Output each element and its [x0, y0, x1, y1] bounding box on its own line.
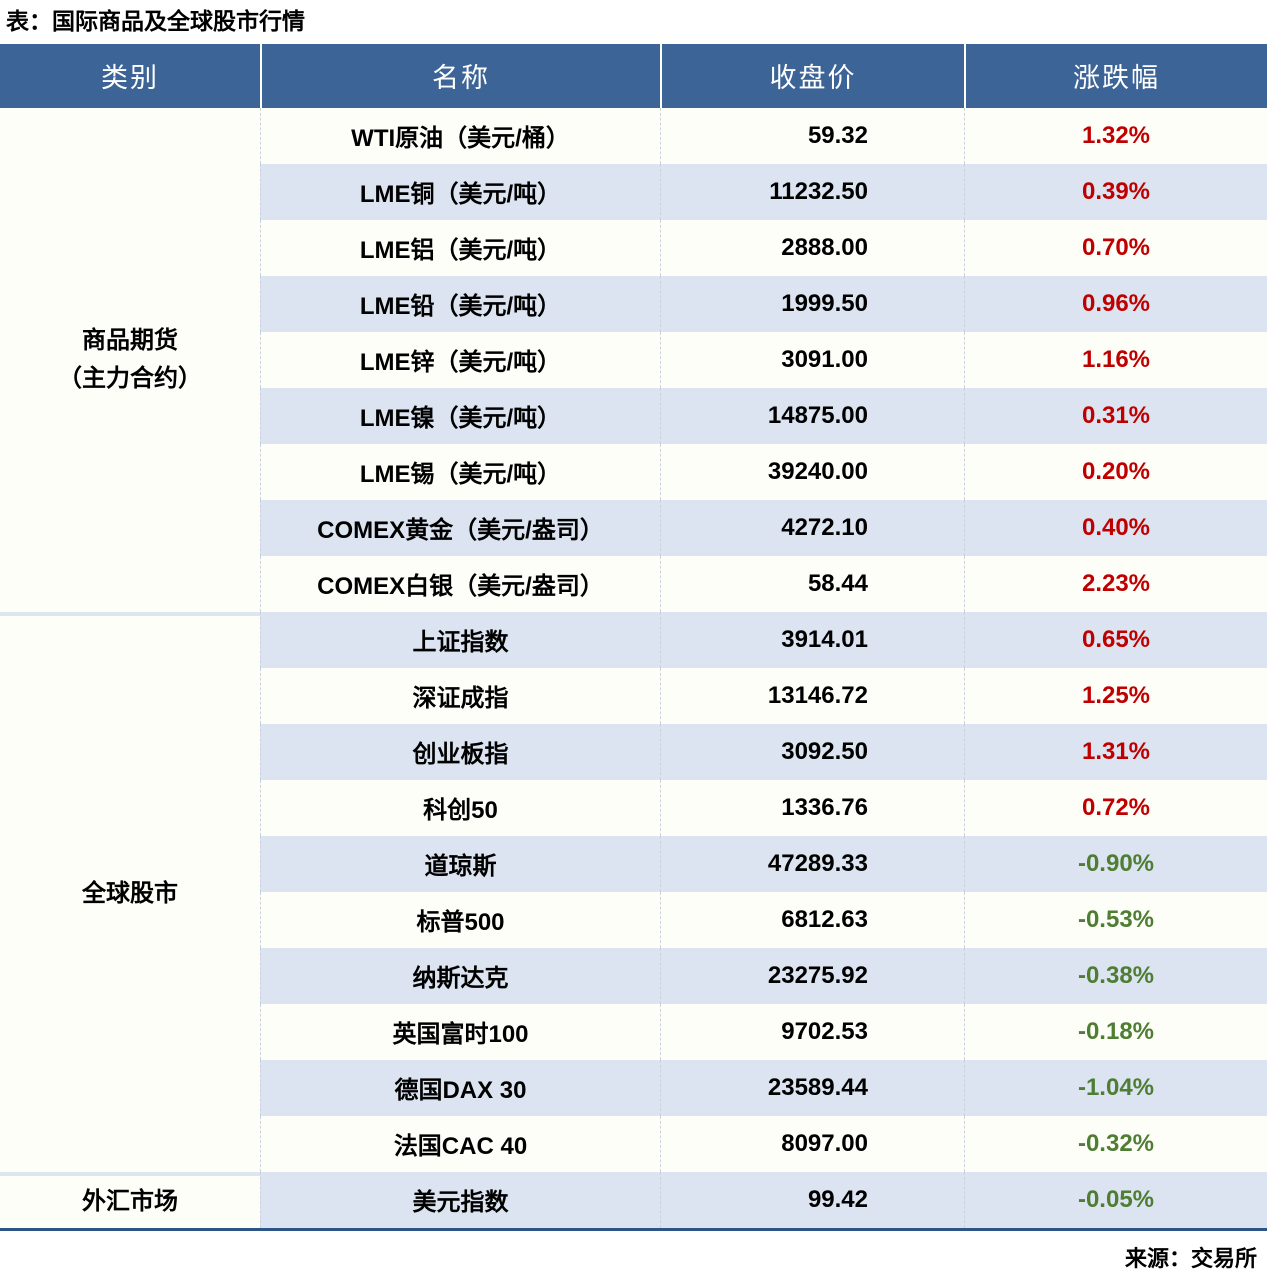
name-cell: 法国CAC 40 — [260, 1115, 660, 1172]
close-price-cell: 3914.01 — [660, 611, 964, 668]
change-percent-cell: -0.32% — [964, 1115, 1267, 1172]
col-header-change: 涨跌幅 — [964, 43, 1267, 108]
change-percent-cell: 2.23% — [964, 555, 1267, 612]
name-cell: 德国DAX 30 — [260, 1059, 660, 1116]
market-table: 类别 名称 收盘价 涨跌幅 商品期货 （主力合约） WTI原油（美元/桶） 59.3… — [0, 43, 1267, 1231]
name-cell: LME锡（美元/吨） — [260, 443, 660, 500]
close-price-cell: 1336.76 — [660, 779, 964, 836]
close-price-cell: 58.44 — [660, 555, 964, 612]
source-note: 来源：交易所 — [1124, 1245, 1257, 1271]
category-cell: 全球股市 — [0, 611, 260, 1172]
category-cell: 商品期货 （主力合约） — [0, 107, 260, 612]
table-header-row: 类别 名称 收盘价 涨跌幅 — [0, 43, 1267, 108]
change-percent-cell: 0.40% — [964, 499, 1267, 556]
name-cell: 科创50 — [260, 779, 660, 836]
category-cell: 外汇市场 — [0, 1171, 260, 1228]
change-percent-cell: -1.04% — [964, 1059, 1267, 1116]
close-price-cell: 2888.00 — [660, 219, 964, 276]
change-percent-cell: -0.90% — [964, 835, 1267, 892]
name-cell: LME铅（美元/吨） — [260, 275, 660, 332]
change-percent-cell: 0.72% — [964, 779, 1267, 836]
change-percent-cell: 0.20% — [964, 443, 1267, 500]
page-title: 表：国际商品及全球股市行情 — [6, 8, 305, 34]
close-price-cell: 13146.72 — [660, 667, 964, 724]
name-cell: 标普500 — [260, 891, 660, 948]
name-cell: 上证指数 — [260, 611, 660, 668]
close-price-cell: 8097.00 — [660, 1115, 964, 1172]
name-cell: 道琼斯 — [260, 835, 660, 892]
change-percent-cell: -0.05% — [964, 1171, 1267, 1228]
change-percent-cell: 1.32% — [964, 107, 1267, 164]
name-cell: WTI原油（美元/桶） — [260, 107, 660, 164]
close-price-cell: 47289.33 — [660, 835, 964, 892]
name-cell: 纳斯达克 — [260, 947, 660, 1004]
change-percent-cell: 1.16% — [964, 331, 1267, 388]
change-percent-cell: 0.70% — [964, 219, 1267, 276]
name-cell: LME镍（美元/吨） — [260, 387, 660, 444]
name-cell: LME铝（美元/吨） — [260, 219, 660, 276]
close-price-cell: 39240.00 — [660, 443, 964, 500]
col-header-name: 名称 — [260, 43, 660, 108]
col-header-category: 类别 — [0, 43, 260, 108]
close-price-cell: 59.32 — [660, 107, 964, 164]
close-price-cell: 23275.92 — [660, 947, 964, 1004]
name-cell: 英国富时100 — [260, 1003, 660, 1060]
close-price-cell: 14875.00 — [660, 387, 964, 444]
close-price-cell: 11232.50 — [660, 163, 964, 220]
close-price-cell: 9702.53 — [660, 1003, 964, 1060]
close-price-cell: 99.42 — [660, 1171, 964, 1228]
change-percent-cell: 1.31% — [964, 723, 1267, 780]
change-percent-cell: 1.25% — [964, 667, 1267, 724]
name-cell: LME锌（美元/吨） — [260, 331, 660, 388]
close-price-cell: 4272.10 — [660, 499, 964, 556]
change-percent-cell: -0.38% — [964, 947, 1267, 1004]
change-percent-cell: -0.53% — [964, 891, 1267, 948]
name-cell: 创业板指 — [260, 723, 660, 780]
close-price-cell: 3092.50 — [660, 723, 964, 780]
close-price-cell: 6812.63 — [660, 891, 964, 948]
close-price-cell: 23589.44 — [660, 1059, 964, 1116]
change-percent-cell: -0.18% — [964, 1003, 1267, 1060]
name-cell: LME铜（美元/吨） — [260, 163, 660, 220]
change-percent-cell: 0.65% — [964, 611, 1267, 668]
name-cell: COMEX黄金（美元/盎司） — [260, 499, 660, 556]
change-percent-cell: 0.96% — [964, 275, 1267, 332]
close-price-cell: 1999.50 — [660, 275, 964, 332]
name-cell: COMEX白银（美元/盎司） — [260, 555, 660, 612]
close-price-cell: 3091.00 — [660, 331, 964, 388]
table-body: 商品期货 （主力合约） WTI原油（美元/桶） 59.32 1.32% LME铜（美元/… — [0, 107, 1267, 1231]
col-header-close: 收盘价 — [660, 43, 964, 108]
change-percent-cell: 0.39% — [964, 163, 1267, 220]
name-cell: 美元指数 — [260, 1171, 660, 1228]
name-cell: 深证成指 — [260, 667, 660, 724]
change-percent-cell: 0.31% — [964, 387, 1267, 444]
